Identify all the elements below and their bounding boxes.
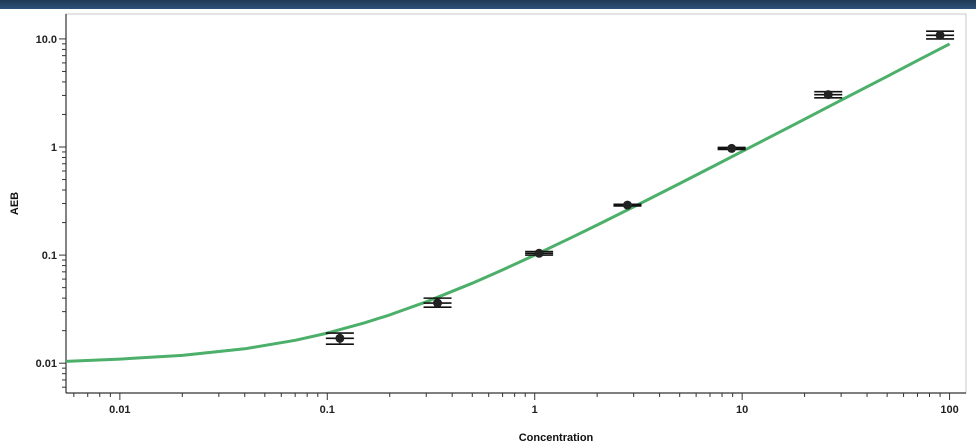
data-points-group xyxy=(325,30,955,345)
data-point xyxy=(613,200,642,210)
data-marker xyxy=(823,90,833,100)
data-marker xyxy=(935,30,945,40)
y-tick-label: 0.1 xyxy=(42,250,57,262)
data-marker xyxy=(534,248,544,258)
data-marker xyxy=(622,200,632,210)
data-marker xyxy=(433,298,443,308)
plot-area xyxy=(65,13,967,394)
data-marker xyxy=(335,333,345,343)
x-axis-ticks: 0.01 0.1 1 10 100 xyxy=(73,393,959,416)
y-tick-label: 1 xyxy=(51,142,57,154)
y-axis-title: AEB xyxy=(9,192,21,215)
data-point xyxy=(423,297,452,308)
x-tick-label: 100 xyxy=(940,404,958,416)
x-tick-label: 1 xyxy=(532,404,538,416)
axes xyxy=(65,13,967,394)
y-tick-label: 10.0 xyxy=(36,34,57,46)
x-axis-title: Concentration xyxy=(519,432,594,443)
x-tick-label: 0.01 xyxy=(109,404,130,416)
window-title-bar xyxy=(0,0,976,9)
y-tick-label: 0.01 xyxy=(36,358,57,370)
x-tick-label: 0.1 xyxy=(320,404,335,416)
data-point xyxy=(814,90,843,100)
fit-curve-group xyxy=(65,42,951,363)
data-marker xyxy=(727,143,737,153)
data-point xyxy=(525,248,554,258)
y-axis-ticks: 0.01 0.1 1 10.0 xyxy=(36,34,66,388)
fit-curve-line xyxy=(65,42,951,363)
data-point xyxy=(926,30,955,40)
data-point xyxy=(325,332,354,345)
x-tick-label: 10 xyxy=(736,404,748,416)
data-point xyxy=(717,143,746,153)
